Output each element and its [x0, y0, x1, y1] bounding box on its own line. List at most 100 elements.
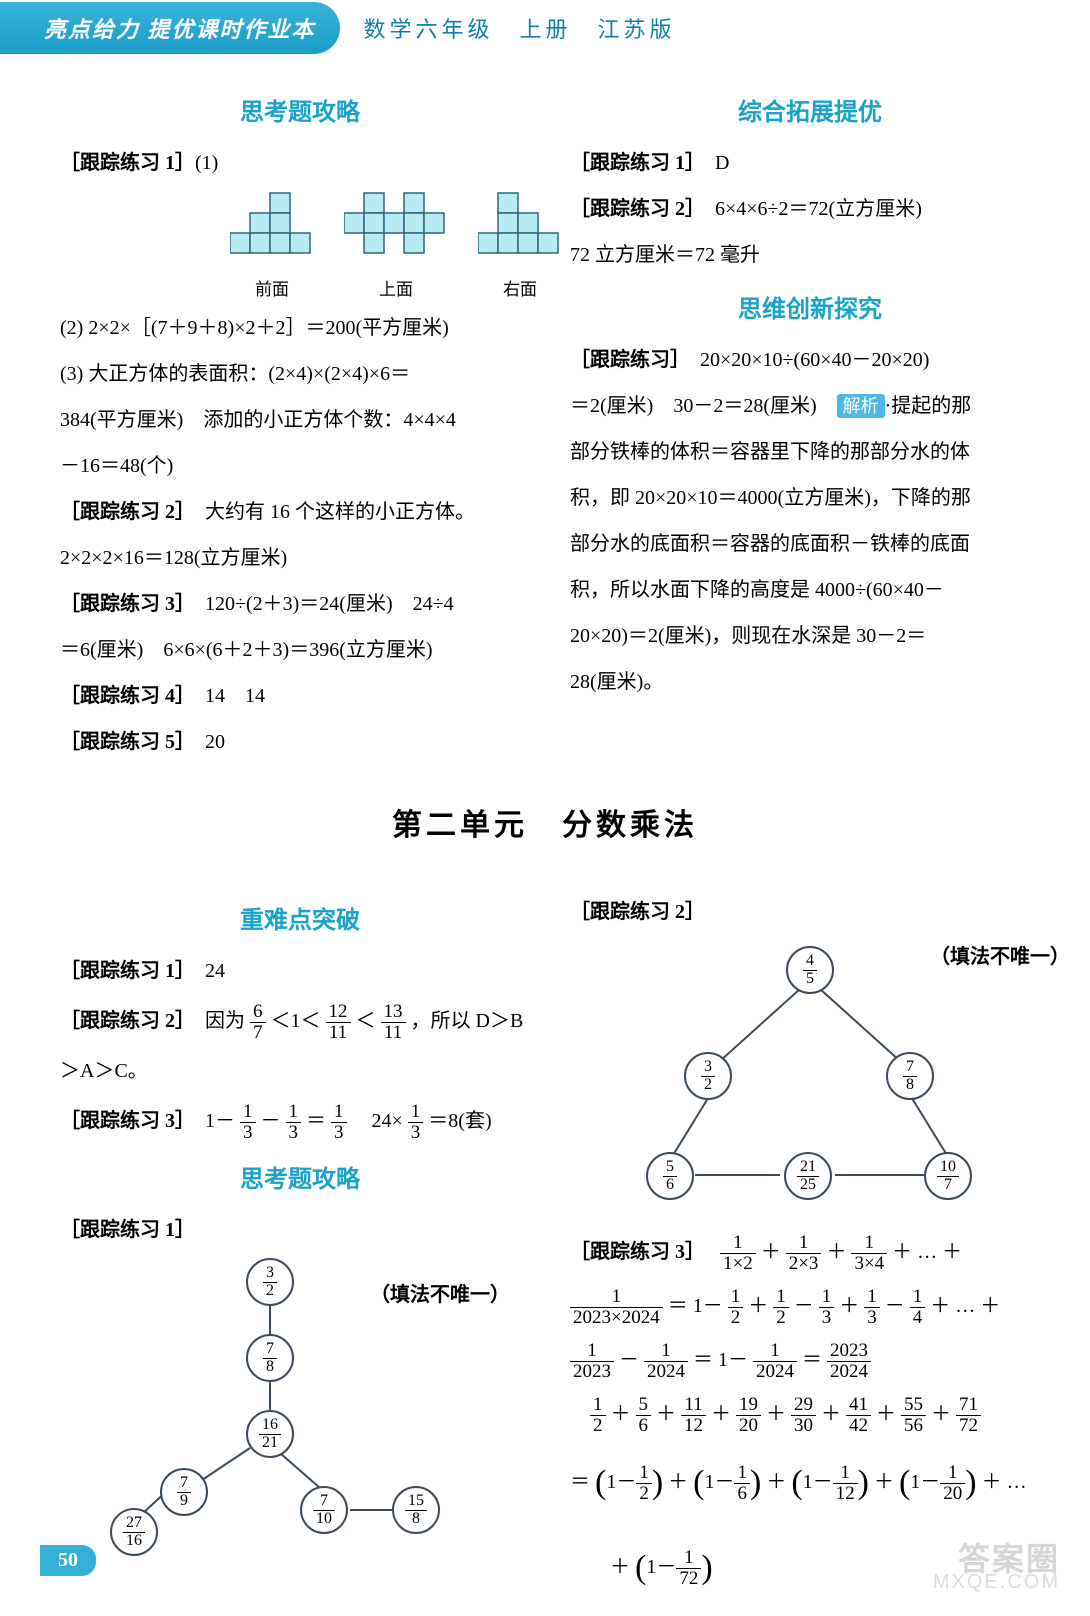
series-line: 12 ＋ 56 ＋ 1112 ＋ 1920 ＋ 2930 ＋ 4142 ＋ 55…	[570, 1392, 1050, 1436]
tree-node: 1621	[246, 1410, 294, 1458]
tree-diagram: 32 78 1621 79 710 158 2716 （填法不唯一）	[120, 1258, 500, 1558]
section-title: 重难点突破	[60, 900, 540, 935]
text: 6×4×6÷2＝72(立方厘米)	[695, 198, 922, 220]
left-column: 思考题攻略 ［跟踪练习 1］(1) 前面	[60, 76, 540, 770]
text: ＜	[356, 1010, 376, 1032]
label: ［跟踪练习 1］	[60, 152, 195, 174]
practice-1-header: ［跟踪练习 1］(1)	[60, 145, 540, 181]
cube-label: 上面	[379, 275, 413, 300]
fraction: 5556	[901, 1395, 926, 1436]
fraction: 12024	[753, 1341, 797, 1382]
series-line: 12023 － 12024 ＝ 1－ 12024 ＝ 20232024	[570, 1338, 1050, 1382]
tree-node: 32	[246, 1258, 294, 1306]
page-number: 50	[40, 1545, 96, 1576]
practice-1: ［跟踪练习 1］ D	[570, 145, 1050, 181]
fraction: 12024	[644, 1341, 688, 1382]
cube-label: 右面	[503, 275, 537, 300]
fraction: 4142	[846, 1395, 871, 1436]
fraction: 1211	[326, 1002, 351, 1043]
fraction: 13	[408, 1102, 424, 1143]
text-line: ＝6(厘米) 6×6×(6＋2＋3)＝396(立方厘米)	[60, 632, 540, 668]
fraction: 13	[240, 1102, 256, 1143]
label: ［跟踪练习］	[570, 349, 680, 371]
fraction: 12	[728, 1287, 744, 1328]
tri-node: 32	[684, 1052, 732, 1100]
text: ·提起的那	[885, 395, 972, 417]
cube-front-svg	[230, 191, 314, 271]
note: （填法不唯一）	[930, 940, 1070, 969]
fraction: 11×2	[720, 1233, 756, 1274]
section-title: 综合拓展提优	[570, 92, 1050, 127]
series-line: ＝ (1－12) ＋ (1－16) ＋ (1－112) ＋ (1－120) ＋ …	[570, 1446, 1050, 1521]
text: 20	[185, 731, 225, 753]
fraction: 13	[286, 1102, 302, 1143]
fraction: 67	[250, 1002, 266, 1043]
fraction: 120	[940, 1463, 965, 1504]
section-title: 思考题攻略	[60, 1159, 540, 1194]
fraction: 12	[636, 1463, 652, 1504]
label: ［跟踪练习 3］	[570, 1241, 695, 1263]
text: 24×	[352, 1110, 403, 1132]
text-line: 20×20)＝2(厘米)，则现在水深是 30－2＝	[570, 618, 1050, 654]
text-line: ＞A＞C。	[60, 1053, 540, 1089]
text: －	[261, 1110, 281, 1132]
label: ［跟踪练习 5］	[60, 731, 185, 753]
fraction: 13	[864, 1287, 880, 1328]
practice-4: ［跟踪练习 4］ 14 14	[60, 678, 540, 714]
fraction: 16	[734, 1463, 750, 1504]
label: ［跟踪练习 3］	[60, 1110, 185, 1132]
practice-3: ［跟踪练习 3］ 120÷(2＋3)＝24(厘米) 24÷4	[60, 586, 540, 622]
right-lower: ［跟踪练习 2］ 45 32 78 56 2125 107 （填法不唯一）	[570, 884, 1050, 1616]
upper-content: 思考题攻略 ［跟踪练习 1］(1) 前面	[0, 56, 1090, 770]
practice-5: ［跟踪练习 5］ 20	[60, 724, 540, 760]
label: ［跟踪练习 1］	[570, 152, 695, 174]
fraction: 12	[773, 1287, 789, 1328]
text: 120÷(2＋3)＝24(厘米) 24÷4	[185, 593, 454, 615]
right-column: 综合拓展提优 ［跟踪练习 1］ D ［跟踪练习 2］ 6×4×6÷2＝72(立方…	[570, 76, 1050, 770]
fraction: 12	[590, 1395, 606, 1436]
text: 1－	[185, 1110, 235, 1132]
tree-node: 710	[300, 1486, 348, 1534]
practice-2: ［跟踪练习 2］ 大约有 16 个这样的小正方体。	[60, 494, 540, 530]
practice-3-series: ［跟踪练习 3］ 11×2 ＋ 12×3 ＋ 13×4 ＋ … ＋	[570, 1230, 1050, 1274]
text-line: 部分水的底面积＝容器的底面积－铁棒的底面	[570, 526, 1050, 562]
text: (1)	[195, 152, 218, 174]
tri-node: 2125	[784, 1152, 832, 1200]
note: （填法不唯一）	[370, 1278, 500, 1307]
practice-3: ［跟踪练习 3］ 1－ 13 － 13 ＝ 13 24× 13 ＝8(套)	[60, 1099, 540, 1143]
fraction: 56	[636, 1395, 652, 1436]
practice-2: ［跟踪练习 2］ 因为 67 ＜1＜ 1211 ＜ 1311 ，所以 D＞B	[60, 999, 540, 1043]
text: 24	[185, 960, 225, 982]
practice-1-tree: ［跟踪练习 1］	[60, 1212, 540, 1248]
text-line: 2×2×2×16＝128(立方厘米)	[60, 540, 540, 576]
text-line: 积，即 20×20×10＝4000(立方厘米)，下降的那	[570, 480, 1050, 516]
tree-node: 2716	[110, 1508, 158, 1556]
series-line: 12023×2024 ＝ 1－ 12 ＋ 12 － 13 ＋ 13 － 14 ＋…	[570, 1284, 1050, 1328]
text-line: －16＝48(个)	[60, 448, 540, 484]
cube-right: 右面	[478, 191, 562, 300]
practice-1: ［跟踪练习 1］ 24	[60, 953, 540, 989]
text-line: 积，所以水面下降的高度是 4000÷(60×40－	[570, 572, 1050, 608]
text: ＝8(套)	[428, 1110, 491, 1132]
triangle-diagram: 45 32 78 56 2125 107 （填法不唯一）	[640, 940, 980, 1220]
unit-title: 第二单元 分数乘法	[0, 800, 1090, 844]
text: ＜1＜	[271, 1010, 321, 1032]
label: ［跟踪练习 2］	[570, 198, 695, 220]
text-line: 28(厘米)。	[570, 664, 1050, 700]
fraction: 1311	[381, 1002, 406, 1043]
watermark-en: MXQE.COM	[933, 1571, 1060, 1594]
cube-views: 前面 上面	[230, 191, 540, 300]
section-title: 思考题攻略	[60, 92, 540, 127]
header-sub: 数学六年级 上册 江苏版	[364, 12, 676, 44]
fraction: 13	[331, 1102, 347, 1143]
fraction: 172	[676, 1548, 701, 1589]
tree-node: 158	[392, 1486, 440, 1534]
fraction: 13	[819, 1287, 835, 1328]
label: ［跟踪练习 4］	[60, 685, 185, 707]
label: ［跟踪练习 1］	[60, 960, 185, 982]
label: ［跟踪练习 2］	[60, 1010, 185, 1032]
fraction: 13×4	[851, 1233, 887, 1274]
text: ＝2(厘米) 30－2＝28(厘米)	[570, 395, 837, 417]
analysis-tag: 解析	[837, 394, 885, 418]
fraction: 1112	[681, 1395, 706, 1436]
